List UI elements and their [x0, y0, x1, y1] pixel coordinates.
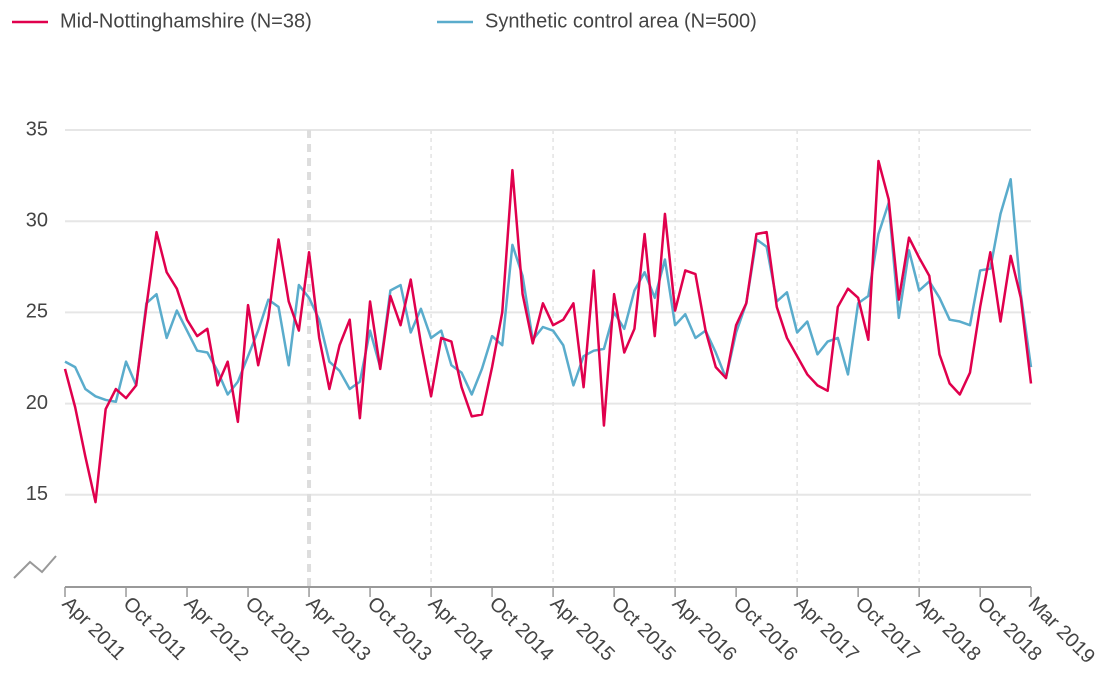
x-tick-label: Apr 2011	[58, 593, 130, 665]
x-tick-label: Oct 2017	[851, 593, 924, 666]
x-tick-label: Apr 2017	[790, 593, 863, 666]
series-line	[64, 177, 1033, 404]
y-tick-label: 35	[26, 118, 48, 140]
series-line	[63, 159, 1033, 504]
x-tick-label: Apr 2015	[546, 593, 619, 666]
x-tick-label: Oct 2014	[485, 593, 558, 666]
legend-label: Mid-Nottinghamshire (N=38)	[60, 10, 312, 32]
x-tick-label: Oct 2013	[363, 593, 436, 666]
x-tick-label: Oct 2015	[607, 593, 680, 666]
x-tick-label: Apr 2012	[180, 593, 253, 666]
x-tick-label: Oct 2012	[241, 593, 314, 666]
x-tick-label: Apr 2013	[302, 593, 375, 666]
x-tick-label: Oct 2016	[729, 593, 802, 666]
x-tick-label: Apr 2018	[912, 593, 985, 666]
y-tick-label: 15	[26, 483, 48, 505]
legend-label: Synthetic control area (N=500)	[485, 10, 757, 32]
x-tick-label: Oct 2011	[119, 593, 191, 665]
axis-break	[13, 555, 57, 579]
x-tick-label: Apr 2016	[668, 593, 741, 666]
y-tick-label: 25	[26, 301, 48, 323]
y-tick-label: 30	[26, 209, 48, 231]
x-tick-label: Apr 2014	[424, 593, 497, 666]
y-tick-label: 20	[26, 392, 48, 414]
